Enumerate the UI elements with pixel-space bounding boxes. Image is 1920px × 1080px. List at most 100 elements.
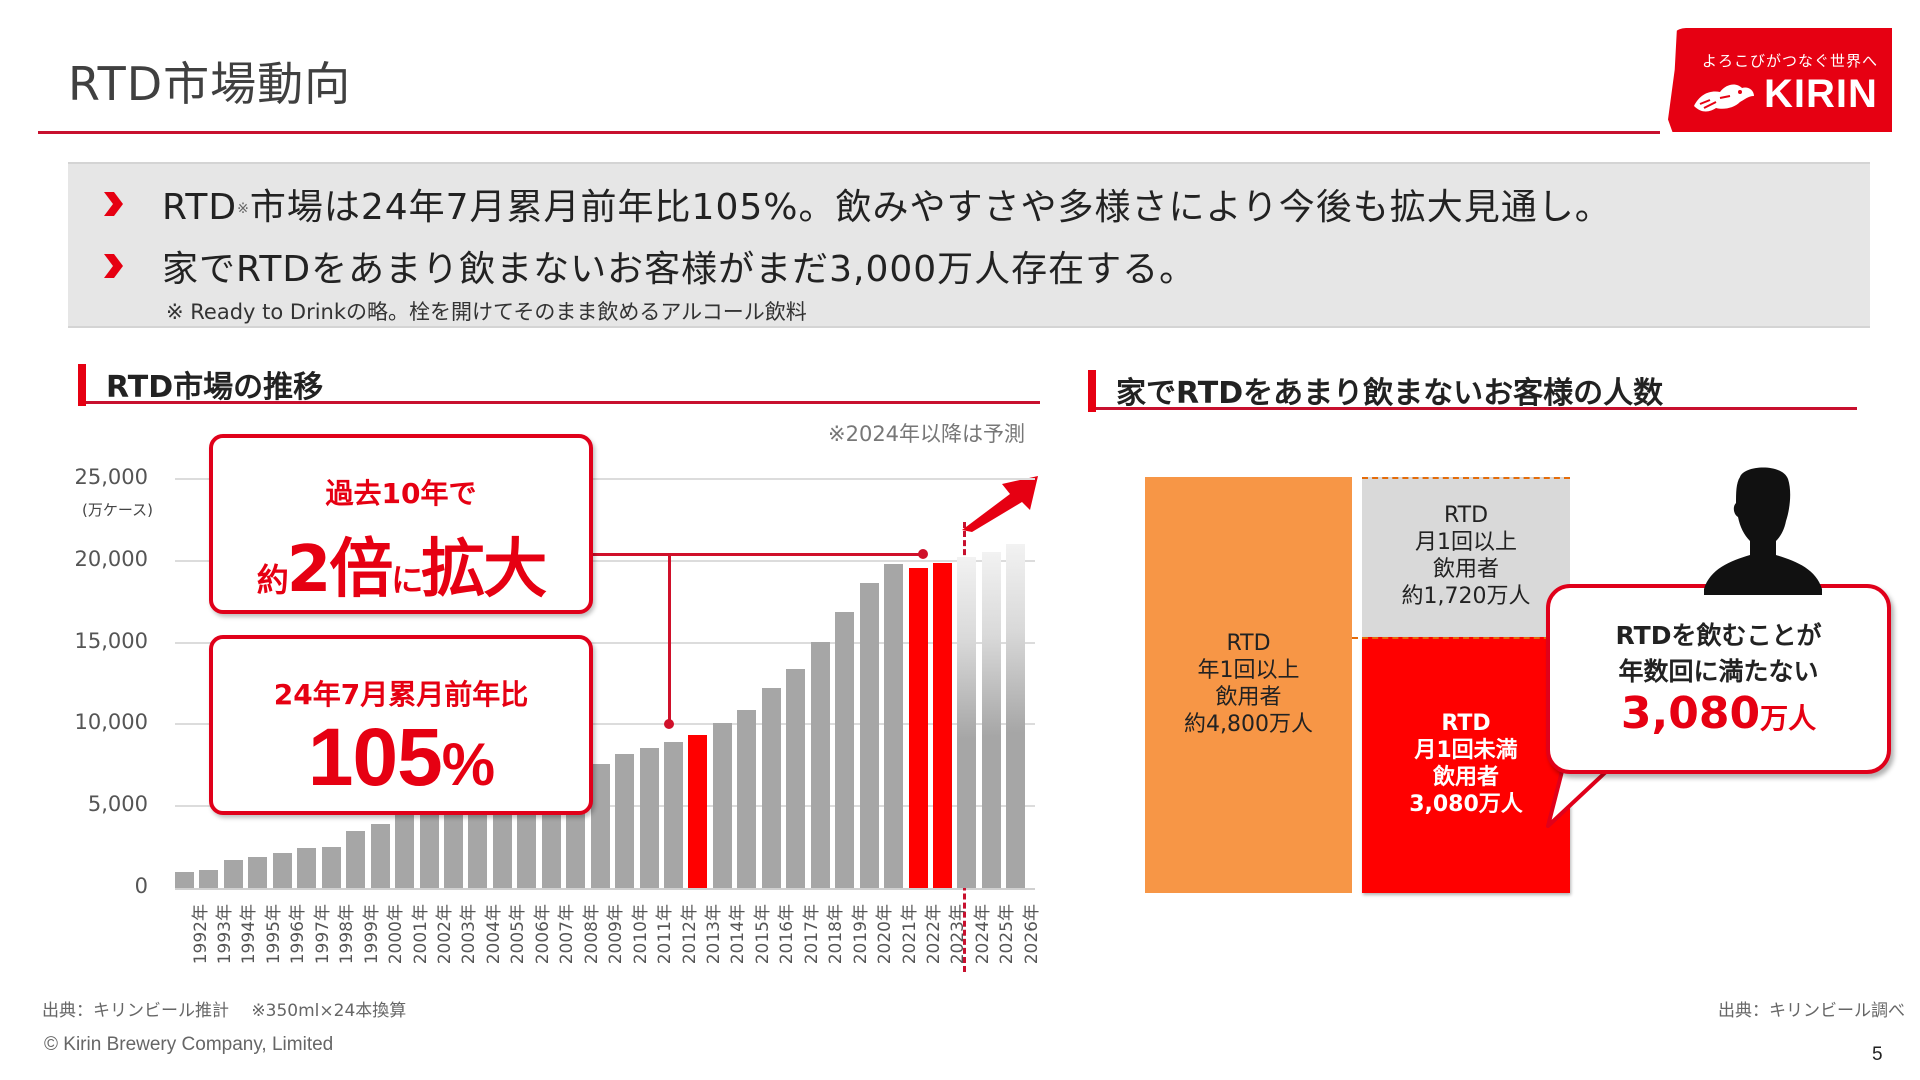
section-header-market-trend: RTD市場の推移 <box>78 358 1040 406</box>
x-tick-label: 2004年 <box>483 904 504 965</box>
x-tick-label: 2020年 <box>875 904 896 965</box>
dashed-guide-top <box>1362 477 1570 479</box>
x-tick-label: 2018年 <box>826 904 847 965</box>
monthly-drinkers-block: RTD 月1回以上 飲用者 約1,720万人 <box>1362 477 1570 637</box>
gridline <box>175 477 1035 480</box>
bar-2023 <box>932 563 952 889</box>
bar-2010 <box>615 753 635 889</box>
x-tick-label: 1997年 <box>312 904 333 965</box>
bar-2014 <box>712 723 732 889</box>
x-tick-label: 1993年 <box>214 904 235 965</box>
page-number: 5 <box>1872 1044 1883 1065</box>
x-tick-label: 2012年 <box>679 904 700 965</box>
x-tick-label: 1995年 <box>263 904 284 965</box>
bar-1995 <box>248 857 268 889</box>
callout-connector-vertical <box>668 553 671 723</box>
x-tick-label: 1992年 <box>190 904 211 965</box>
growth-arrow-icon <box>962 476 1038 532</box>
yoy-callout: 24年7月累月前年比 105% <box>209 635 593 815</box>
section-accent-bar <box>1088 370 1096 412</box>
rtd-footnote: ※ Ready to Drinkの略。栓を開けてそのまま飲めるアルコール飲料 <box>166 300 807 324</box>
bar-1996 <box>272 853 292 889</box>
right-source-note: 出典：キリンビール調べ <box>1718 1001 1905 1021</box>
logo-tagline: よろこびがつなぐ世界へ <box>1702 52 1879 70</box>
annual-drinkers-block: RTD 年1回以上 飲用者 約4,800万人 <box>1145 477 1352 893</box>
x-tick-label: 2003年 <box>459 904 480 965</box>
x-tick-label: 2026年 <box>1021 904 1042 965</box>
summary-bullet: 家でRTDをあまり飲まないお客様がまだ3,000万人存在する。 <box>102 240 1196 292</box>
bar-2025 <box>981 551 1001 889</box>
x-tick-label: 2022年 <box>924 904 944 965</box>
bar-1999 <box>346 831 366 889</box>
growth-callout: 過去10年で 約2倍に拡大 <box>209 434 593 614</box>
speech-bubble: RTDを飲むことが 年数回に満たない 3,080万人 <box>1546 584 1891 774</box>
logo-wordmark: KIRIN <box>1764 72 1878 116</box>
y-tick-label: 15,000 <box>74 628 148 653</box>
x-tick-label: 2025年 <box>997 904 1018 965</box>
x-tick-label: 2023年 <box>948 904 969 965</box>
x-tick-label: 1999年 <box>361 904 382 965</box>
connector-endpoint-2023 <box>918 549 928 559</box>
bar-2017 <box>786 668 806 889</box>
y-tick-label: 20,000 <box>74 546 148 571</box>
summary-text: 家でRTDをあまり飲まないお客様がまだ3,000万人存在する。 <box>162 249 1197 290</box>
bar-2016 <box>761 687 781 889</box>
bar-2015 <box>737 709 757 889</box>
page-title: RTD市場動向 <box>68 57 352 111</box>
x-tick-label: 2013年 <box>703 904 724 965</box>
title-divider <box>38 131 1660 134</box>
x-tick-label: 2008年 <box>581 904 602 965</box>
x-tick-label: 1996年 <box>288 904 309 965</box>
x-tick-label: 2005年 <box>508 904 529 965</box>
x-tick-label: 2002年 <box>435 904 455 965</box>
bubble-line-1: RTDを飲むことが <box>1615 621 1822 650</box>
kirin-mythical-beast-icon <box>1694 84 1754 112</box>
bar-2026 <box>1006 544 1026 889</box>
summary-text: RTD※市場は24年7月累月前年比105%。飲みやすさや多様さにより今後も拡大見… <box>162 187 1612 228</box>
gridline <box>175 641 1035 644</box>
gridline <box>175 559 1035 562</box>
x-tick-label: 1994年 <box>239 904 260 965</box>
bar-1994 <box>223 859 243 889</box>
growth-callout-headline: 約2倍に拡大 <box>256 533 548 607</box>
bar-2020 <box>859 582 879 889</box>
yoy-callout-value: 105% <box>307 712 495 803</box>
bar-2009 <box>590 763 610 889</box>
x-tick-label: 2006年 <box>532 904 553 965</box>
yoy-callout-caption: 24年7月累月前年比 <box>273 678 529 711</box>
left-source-note: 出典：キリンビール推計 ※350ml×24本換算 <box>42 1001 407 1021</box>
x-tick-label: 2007年 <box>557 904 578 965</box>
y-tick-label: 5,000 <box>87 792 148 817</box>
bar-2002 <box>419 792 439 889</box>
x-axis-baseline <box>175 888 1035 890</box>
connector-endpoint-2013 <box>664 719 674 729</box>
y-tick-label: 25,000 <box>74 464 148 489</box>
section-title: RTD市場の推移 <box>106 370 324 405</box>
section-header-light-drinkers: 家でRTDをあまり飲まないお客様の人数 <box>1088 364 1857 412</box>
y-axis-unit: (万ケース) <box>82 501 153 519</box>
dashed-guide-middle <box>1352 637 1570 639</box>
bar-1993 <box>199 869 219 889</box>
forecast-note: ※2024年以降は予測 <box>828 422 1026 446</box>
bar-1998 <box>321 846 341 889</box>
x-tick-label: 2016年 <box>777 904 798 965</box>
x-tick-label: 2011年 <box>655 904 676 965</box>
chevron-right-icon <box>104 192 123 216</box>
x-tick-label: 2001年 <box>410 904 431 965</box>
x-tick-label: 2021年 <box>899 904 920 965</box>
bar-2011 <box>639 748 659 889</box>
copyright: © Kirin Brewery Company, Limited <box>44 1034 334 1055</box>
kirin-logo: よろこびがつなぐ世界へ KIRIN <box>1668 28 1892 132</box>
section-accent-bar <box>78 364 86 406</box>
x-tick-label: 1998年 <box>337 904 358 965</box>
bar-1992 <box>175 871 194 889</box>
summary-box: RTD※市場は24年7月累月前年比105%。飲みやすさや多様さにより今後も拡大見… <box>68 162 1870 328</box>
bar-2021 <box>884 564 904 889</box>
x-tick-label: 2000年 <box>386 904 407 965</box>
bar-2022 <box>908 568 928 889</box>
bar-2012 <box>664 741 683 889</box>
bar-2013 <box>688 735 708 889</box>
bar-2024 <box>957 557 977 889</box>
x-tick-label: 2010年 <box>630 904 651 965</box>
